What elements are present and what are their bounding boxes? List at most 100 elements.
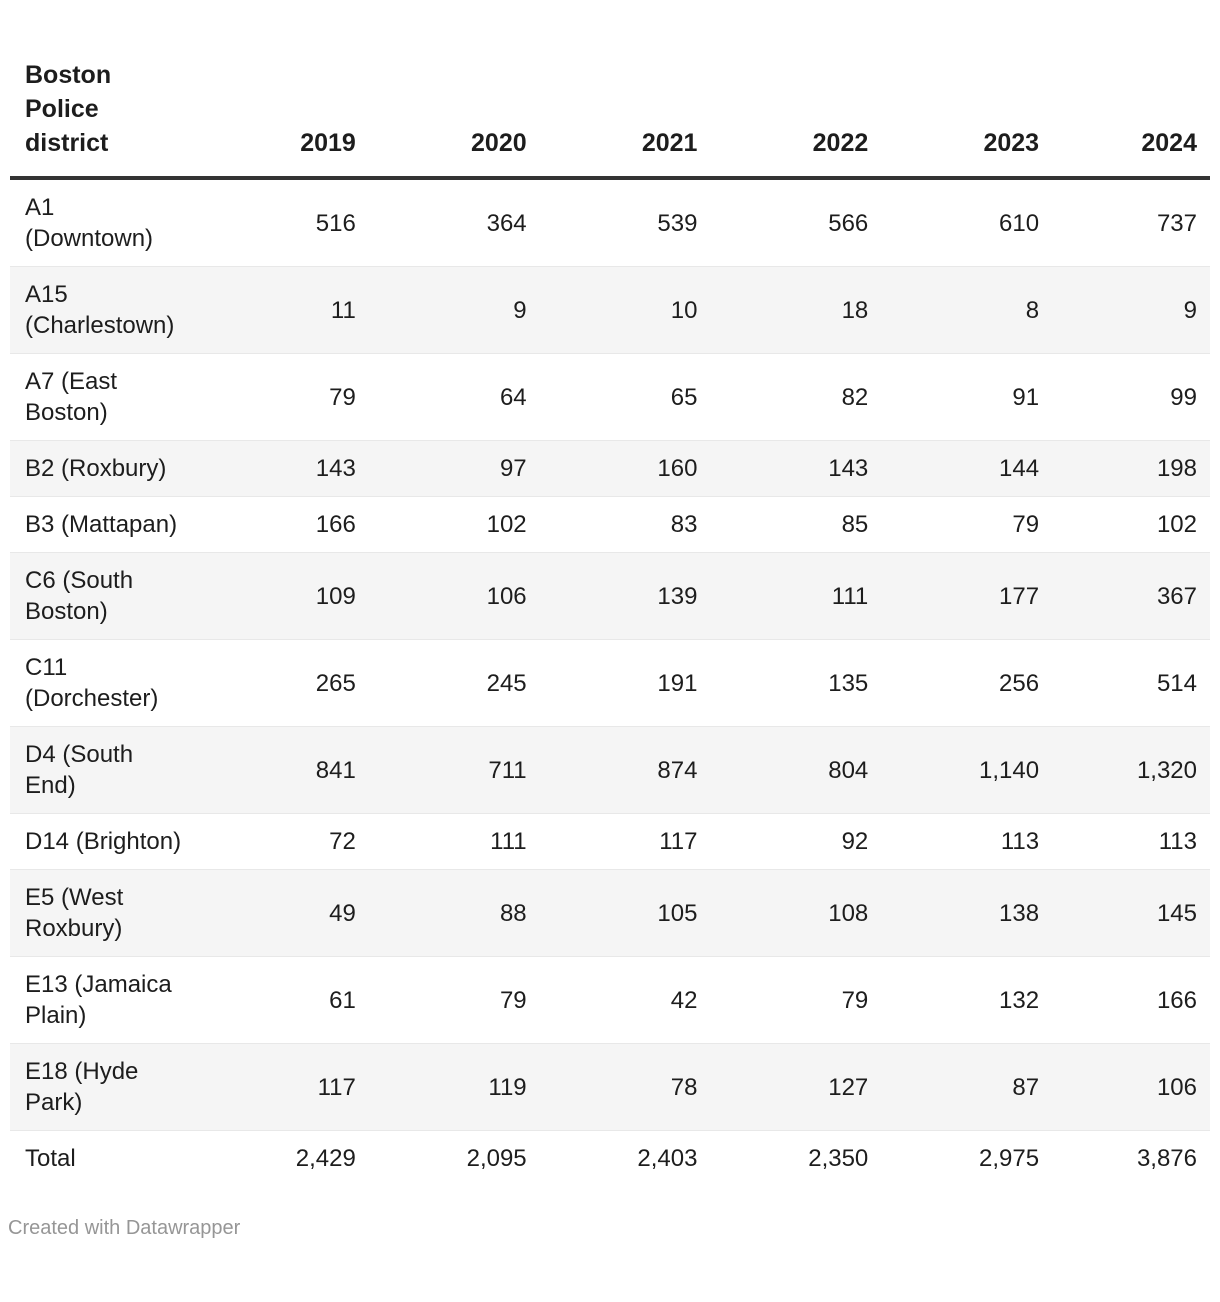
district-cell: C6 (South Boston) bbox=[25, 567, 134, 625]
value-cell: 841 bbox=[315, 756, 356, 784]
value-cell: 18 bbox=[841, 296, 869, 324]
value-cell: 610 bbox=[999, 209, 1040, 237]
value-cell: 9 bbox=[513, 296, 527, 324]
district-cell: B2 (Roxbury) bbox=[25, 455, 167, 482]
value-cell: 139 bbox=[657, 582, 698, 610]
value-cell: 10 bbox=[670, 296, 698, 324]
value-cell: 8 bbox=[1025, 296, 1040, 324]
table-row: A1 (Downtown) 516 364 539 566 610 737 bbox=[10, 178, 1210, 267]
value-cell: 113 bbox=[1000, 828, 1040, 855]
value-cell: 49 bbox=[329, 899, 356, 927]
districts-table: Boston Police district 2019 2020 2021 20… bbox=[10, 30, 1210, 1186]
district-cell: E18 (Hyde Park) bbox=[25, 1058, 139, 1116]
year-column-header-2020: 2020 bbox=[355, 30, 527, 180]
value-cell: 102 bbox=[486, 511, 527, 538]
value-cell: 132 bbox=[999, 986, 1040, 1014]
value-cell: 127 bbox=[828, 1073, 869, 1101]
value-cell: 83 bbox=[670, 511, 698, 538]
value-cell: 92 bbox=[841, 828, 869, 855]
value-cell: 64 bbox=[499, 383, 527, 411]
value-cell: 138 bbox=[999, 899, 1040, 927]
value-cell: 256 bbox=[999, 669, 1040, 697]
table-row: B2 (Roxbury) 143 97 160 143 144 198 bbox=[10, 440, 1210, 497]
value-cell: 79 bbox=[1012, 511, 1040, 538]
value-cell: 2,975 bbox=[979, 1145, 1040, 1172]
value-cell: 72 bbox=[329, 828, 356, 855]
value-cell: 2,429 bbox=[295, 1145, 356, 1172]
value-cell: 105 bbox=[657, 899, 698, 927]
value-cell: 166 bbox=[315, 511, 356, 538]
table-row: D14 (Brighton) 72 111 117 92 113 113 bbox=[10, 813, 1210, 870]
value-cell: 106 bbox=[486, 582, 527, 610]
value-cell: 245 bbox=[486, 669, 527, 697]
value-cell: 143 bbox=[315, 455, 356, 482]
value-cell: 711 bbox=[488, 756, 527, 784]
value-cell: 160 bbox=[657, 455, 698, 482]
value-cell: 79 bbox=[841, 986, 869, 1014]
value-cell: 79 bbox=[499, 986, 527, 1014]
value-cell: 109 bbox=[315, 582, 356, 610]
value-cell: 91 bbox=[1012, 383, 1040, 411]
table-header: Boston Police district 2019 2020 2021 20… bbox=[10, 30, 1210, 180]
year-column-header-2023: 2023 bbox=[868, 30, 1040, 180]
district-cell: C11 (Dorchester) bbox=[25, 654, 159, 712]
header-row: Boston Police district 2019 2020 2021 20… bbox=[10, 30, 1210, 180]
year-column-header-2024: 2024 bbox=[1039, 30, 1210, 180]
table-row: C6 (South Boston) 109 106 139 111 177 367 bbox=[10, 552, 1210, 640]
district-cell: A7 (East Boston) bbox=[25, 368, 118, 426]
table-row: A15 (Charlestown) 11 9 10 18 8 9 bbox=[10, 266, 1210, 354]
value-cell: 111 bbox=[831, 582, 869, 610]
value-cell: 78 bbox=[670, 1073, 698, 1101]
table-row: E5 (West Roxbury) 49 88 105 108 138 145 bbox=[10, 869, 1210, 957]
value-cell: 364 bbox=[486, 209, 527, 237]
value-cell: 79 bbox=[329, 383, 356, 411]
value-cell: 9 bbox=[1183, 296, 1197, 324]
value-cell: 119 bbox=[488, 1073, 527, 1101]
value-cell: 88 bbox=[499, 899, 527, 927]
value-cell: 97 bbox=[499, 455, 527, 482]
year-column-header-2019: 2019 bbox=[185, 30, 356, 180]
value-cell: 144 bbox=[999, 455, 1040, 482]
value-cell: 166 bbox=[1156, 986, 1197, 1014]
value-cell: 2,095 bbox=[466, 1145, 527, 1172]
district-cell: A1 (Downtown) bbox=[25, 194, 154, 252]
table-row: Total 2,429 2,095 2,403 2,350 2,975 3,876 bbox=[10, 1130, 1210, 1187]
district-column-header: Boston Police district bbox=[10, 30, 186, 180]
table-row: D4 (South End) 841 711 874 804 1,140 1,320 bbox=[10, 726, 1210, 814]
district-cell: Total bbox=[25, 1145, 76, 1172]
table-row: A7 (East Boston) 79 64 65 82 91 99 bbox=[10, 353, 1210, 441]
value-cell: 367 bbox=[1156, 582, 1197, 610]
value-cell: 11 bbox=[330, 296, 356, 324]
value-cell: 82 bbox=[841, 383, 869, 411]
value-cell: 737 bbox=[1156, 209, 1197, 237]
value-cell: 514 bbox=[1156, 669, 1197, 697]
year-column-header-2021: 2021 bbox=[526, 30, 698, 180]
value-cell: 117 bbox=[317, 1073, 356, 1101]
district-cell: D14 (Brighton) bbox=[25, 828, 182, 855]
value-cell: 61 bbox=[329, 986, 356, 1014]
value-cell: 191 bbox=[657, 669, 698, 697]
value-cell: 2,403 bbox=[637, 1145, 698, 1172]
year-column-header-2022: 2022 bbox=[697, 30, 869, 180]
table-row: E13 (Jamaica Plain) 61 79 42 79 132 166 bbox=[10, 956, 1210, 1044]
district-cell: A15 (Charlestown) bbox=[25, 281, 175, 339]
value-cell: 42 bbox=[670, 986, 698, 1014]
value-cell: 99 bbox=[1170, 383, 1197, 411]
district-cell: D4 (South End) bbox=[25, 741, 134, 799]
value-cell: 874 bbox=[657, 756, 698, 784]
value-cell: 804 bbox=[828, 756, 869, 784]
value-cell: 143 bbox=[828, 455, 869, 482]
value-cell: 145 bbox=[1156, 899, 1197, 927]
value-cell: 566 bbox=[828, 209, 869, 237]
datawrapper-credit-link[interactable]: Created with Datawrapper bbox=[8, 1217, 241, 1239]
value-cell: 85 bbox=[841, 511, 869, 538]
value-cell: 108 bbox=[828, 899, 869, 927]
value-cell: 65 bbox=[670, 383, 698, 411]
table-body: A1 (Downtown) 516 364 539 566 610 737 A15 (Char… bbox=[10, 178, 1210, 1186]
value-cell: 516 bbox=[315, 209, 356, 237]
value-cell: 106 bbox=[1156, 1073, 1197, 1101]
value-cell: 177 bbox=[999, 582, 1040, 610]
district-cell: E13 (Jamaica Plain) bbox=[25, 971, 172, 1029]
value-cell: 113 bbox=[1158, 828, 1197, 855]
value-cell: 135 bbox=[828, 669, 869, 697]
